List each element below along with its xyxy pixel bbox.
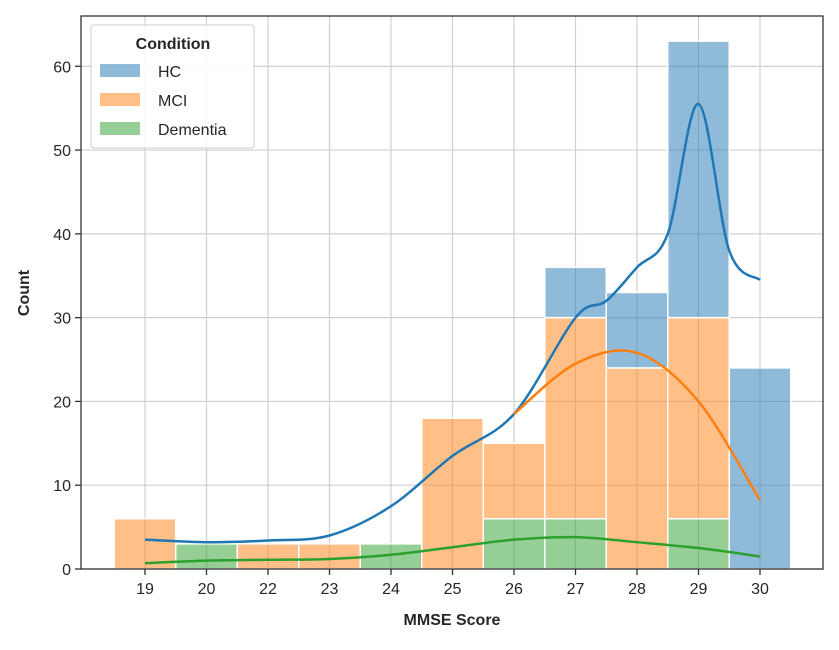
legend-label-dementia: Dementia bbox=[158, 122, 227, 139]
y-tick-label: 0 bbox=[62, 562, 71, 579]
legend-box bbox=[90, 24, 255, 149]
x-tick-label: 22 bbox=[259, 581, 277, 598]
y-tick-label: 20 bbox=[53, 394, 71, 411]
bar-hc-29 bbox=[667, 40, 730, 319]
x-tick-label: 30 bbox=[751, 581, 769, 598]
bar-hc-30 bbox=[728, 367, 792, 570]
x-tick-label: 28 bbox=[628, 581, 646, 598]
x-tick-label: 25 bbox=[444, 581, 462, 598]
x-ticks: 19 20 22 23 24 25 26 27 28 29 30 bbox=[136, 569, 769, 598]
x-tick-label: 24 bbox=[382, 581, 400, 598]
legend: Condition HC MCI Dementia bbox=[90, 24, 255, 149]
bar-mci-26 bbox=[482, 442, 546, 520]
x-axis-label: MMSE Score bbox=[404, 612, 501, 629]
legend-swatch-dementia bbox=[100, 122, 140, 135]
y-ticks: 0 10 20 30 40 50 60 bbox=[53, 59, 81, 579]
bar-mci-23 bbox=[298, 543, 361, 570]
y-tick-label: 60 bbox=[53, 59, 71, 76]
bar-dementia-29 bbox=[667, 517, 730, 570]
bar-mci-22 bbox=[236, 543, 300, 570]
y-tick-label: 50 bbox=[53, 143, 71, 160]
kde-line-hc bbox=[144, 102, 761, 544]
bar-mci-19 bbox=[113, 517, 177, 570]
legend-label-mci: MCI bbox=[158, 93, 187, 110]
bar-dementia-27 bbox=[544, 517, 607, 570]
y-tick-label: 30 bbox=[53, 311, 71, 328]
legend-title: Condition bbox=[136, 36, 211, 53]
legend-swatch-hc bbox=[100, 64, 140, 77]
bar-dementia-26 bbox=[482, 517, 546, 570]
bar-mci-29 bbox=[667, 316, 730, 520]
x-tick-label: 20 bbox=[198, 581, 216, 598]
legend-swatch-mci bbox=[100, 93, 140, 106]
y-tick-label: 40 bbox=[53, 227, 71, 244]
kde-line-mci bbox=[513, 349, 762, 501]
y-tick-label: 10 bbox=[53, 478, 71, 495]
x-tick-label: 27 bbox=[567, 581, 585, 598]
kde-line-dementia bbox=[144, 535, 761, 565]
bar-mci-28 bbox=[605, 367, 669, 570]
bar-hc-28 bbox=[605, 291, 669, 369]
x-tick-label: 23 bbox=[321, 581, 339, 598]
legend-label-hc: HC bbox=[158, 64, 181, 81]
kde-curves bbox=[144, 102, 762, 565]
x-tick-label: 29 bbox=[690, 581, 708, 598]
bar-dementia-20 bbox=[175, 543, 238, 570]
y-axis-label: Count bbox=[16, 269, 33, 316]
bar-hc-27 bbox=[544, 266, 607, 319]
x-tick-label: 26 bbox=[505, 581, 523, 598]
x-tick-label: 19 bbox=[136, 581, 154, 598]
bar-mci-27 bbox=[544, 316, 607, 520]
